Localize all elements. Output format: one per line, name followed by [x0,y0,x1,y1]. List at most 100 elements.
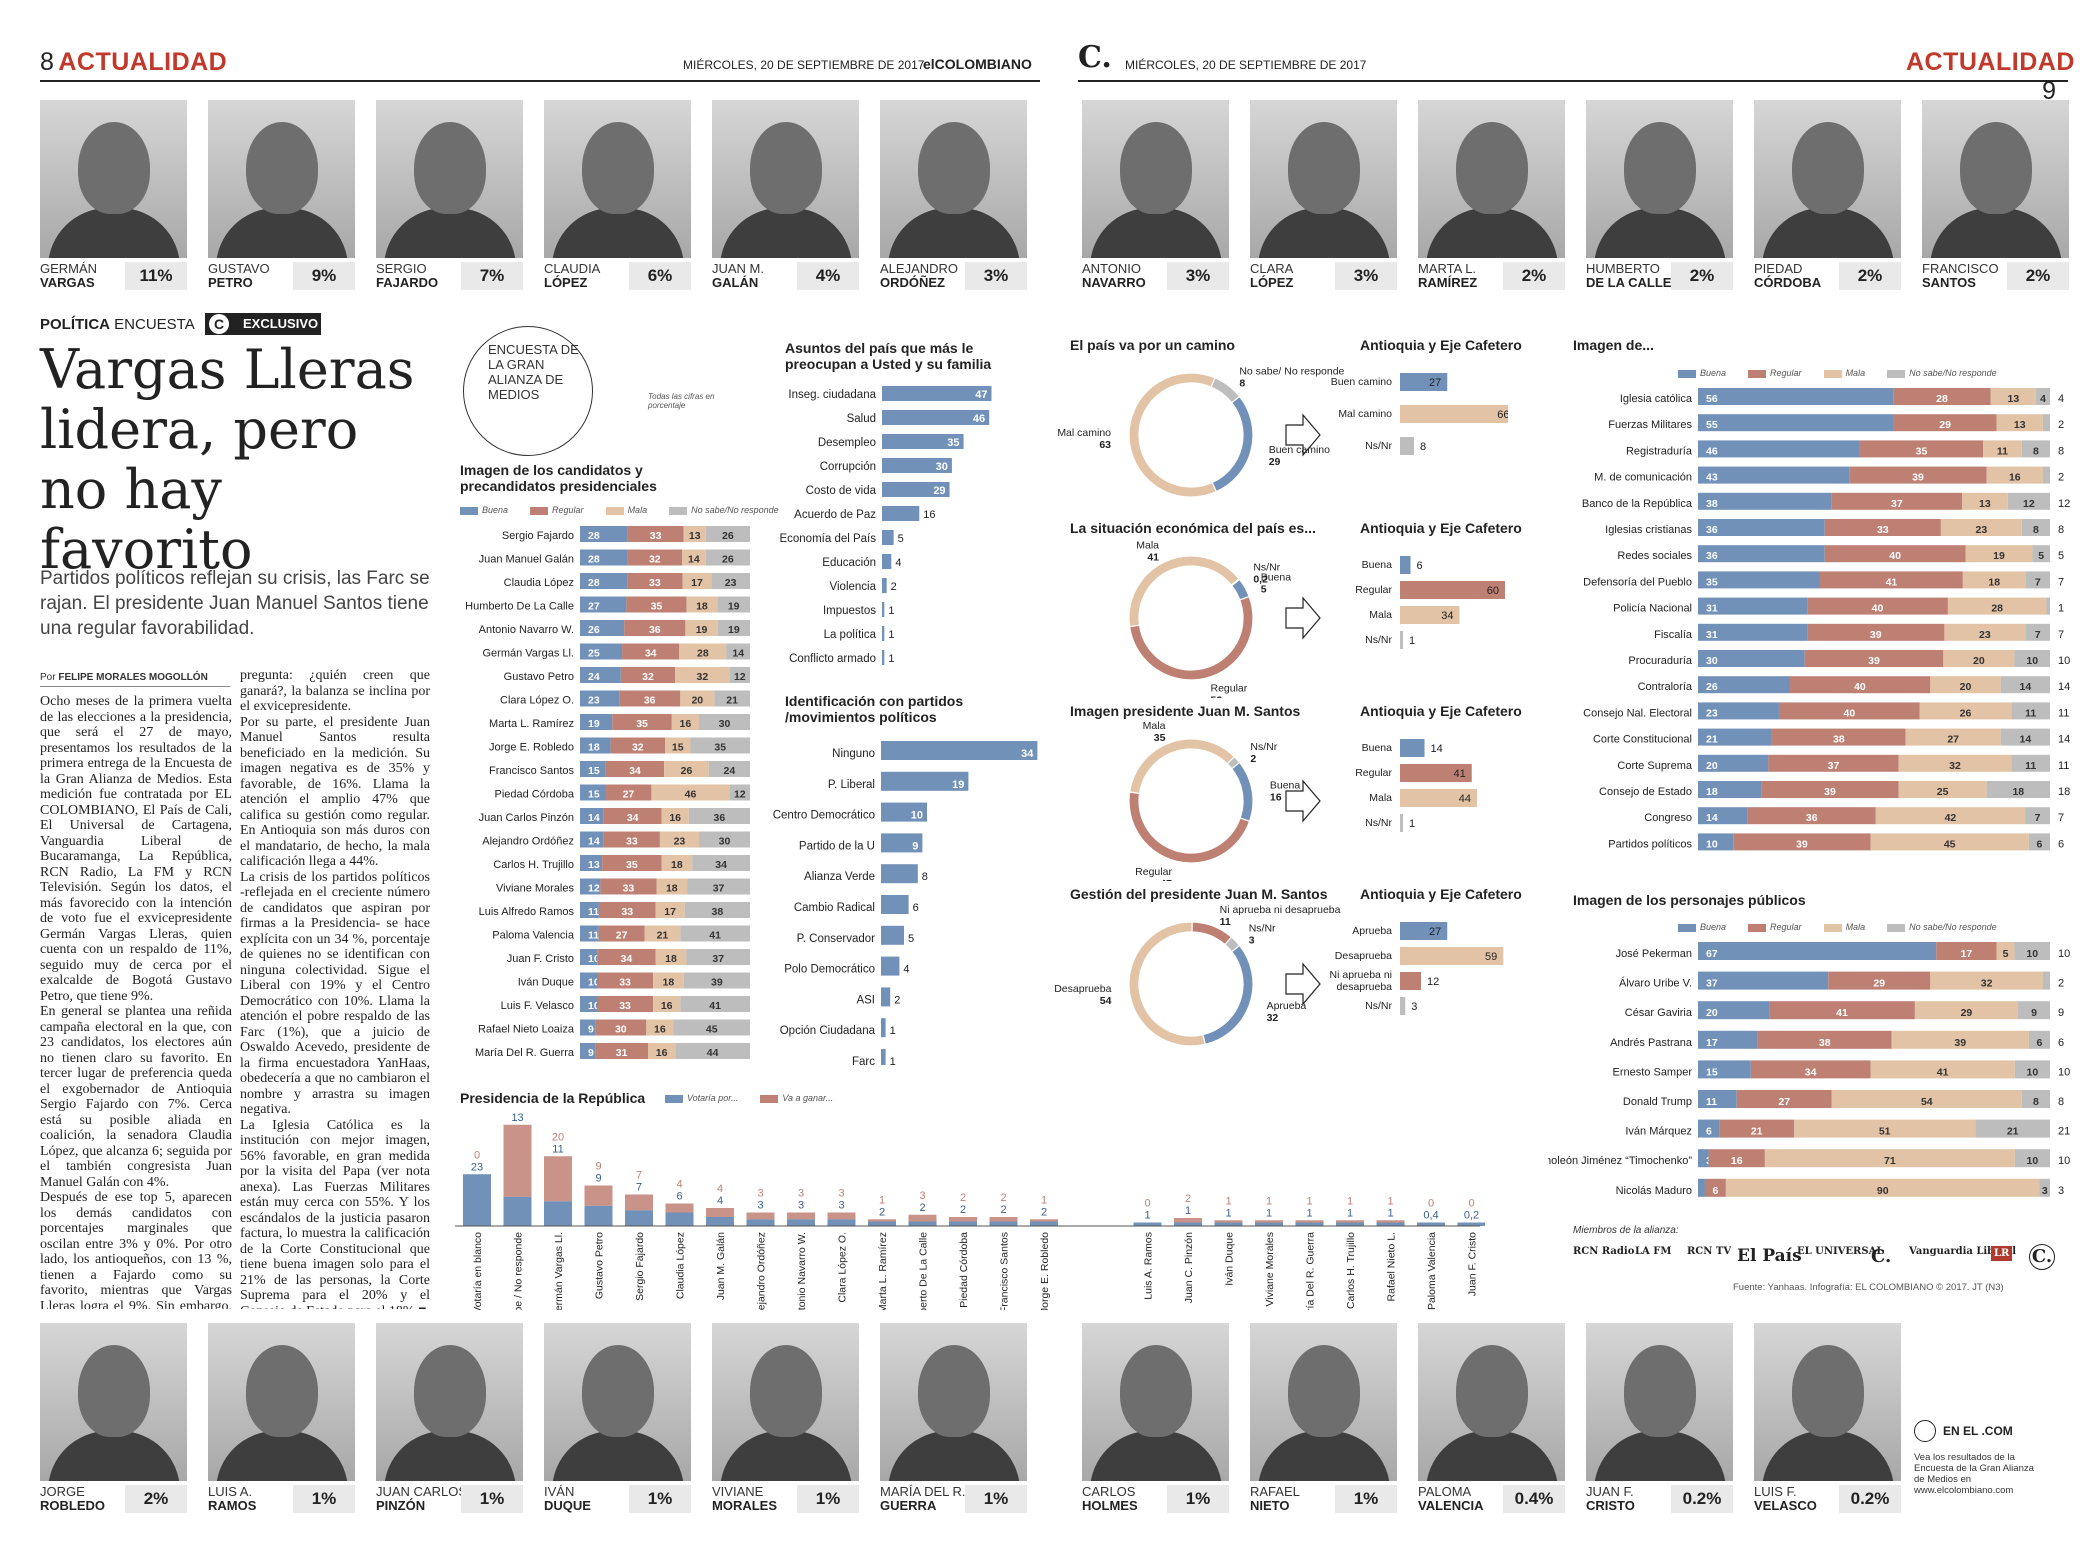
bar-value: 40 [1854,681,1866,693]
sub-value: 6 [1417,560,1423,572]
bar-value: 33 [619,1000,631,1012]
header-rule [40,80,1040,82]
bar-value: 5 [898,533,904,545]
candidate-percent: 1% [461,1485,523,1513]
legend-label: Regular [1770,368,1802,378]
bar-segment [580,784,606,801]
donut-value: 16 [1270,791,1282,803]
bar-segment [622,643,680,660]
bar-value: 39 [1824,786,1836,798]
donut-label: Regular [1135,866,1172,878]
promo-title[interactable]: EN EL .COM [1943,1424,2013,1438]
bar-segment [1870,833,2029,851]
bar-value: 25 [588,648,600,660]
bar-segment [1698,833,1734,851]
arrow-icon [1285,962,1321,1006]
photo-head-shape [750,122,822,214]
nsnr-value: 5 [2058,550,2064,562]
photo-body-shape [1090,208,1222,258]
column-label: María Del R. Guerra [1305,1232,1317,1310]
value-votaria: 9 [595,1173,601,1185]
bar-segment [1764,1149,2015,1168]
bar-segment [711,573,750,589]
row-label: Viviane Morales [496,883,575,895]
bar-value: 28 [588,554,600,566]
row-label: Consejo Nal. Electoral [1583,707,1692,719]
bar-value: 51 [1879,1126,1891,1138]
bar-value: 8 [922,871,928,883]
photo-head-shape [78,122,150,214]
row-label: Timoleón Jiménez “Timochenko” [1548,1155,1692,1167]
bar-value: 40 [1889,550,1901,562]
row-label: Donald Trump [1623,1096,1692,1108]
bar-value: 13 [588,859,600,871]
donut-label: Mala [1136,539,1159,551]
photo-body-shape [216,1431,348,1481]
value-va-a-ganar: 3 [757,1188,763,1200]
bar [882,650,885,665]
candidate-percent: 6% [629,262,691,290]
donut-label: No sabe/ No responde [1239,365,1344,377]
bar-value: 15 [588,789,600,801]
bar-segment [580,1019,596,1036]
row-label: M. de comunicación [1594,472,1692,484]
right-page-header: ACTUALIDAD 9 [1906,48,2074,105]
candidate-first-name: VIVIANE [712,1484,764,1499]
bar-segment [1898,754,2012,772]
promo-text[interactable]: Vea los resultados de la Encuesta de la … [1914,1452,2034,1496]
sub-label: Mal camino [1338,408,1392,420]
bar-value: 1 [888,653,894,665]
candidate-photo [376,1323,523,1481]
bar-value: 14 [588,836,600,848]
candidate-card: MARÍA DEL R. GUERRA 1% [880,1323,1042,1513]
bar-segment [656,878,688,895]
value-va-a-ganar: 1 [1306,1195,1312,1207]
photo-head-shape [78,1345,150,1437]
row-label: Paloma Valencia [492,930,575,942]
candidate-last-name: PETRO [208,275,253,290]
photo-head-shape [1792,1345,1864,1437]
bar-segment [2025,807,2050,825]
bar-value: 33 [649,577,661,589]
bar-segment [580,573,628,589]
donut-segment [1128,372,1218,498]
bar-value: 41 [1937,1066,1949,1078]
subheadline: Partidos políticos reflejan su crisis, l… [40,568,430,639]
photo-head-shape [1456,1345,1528,1437]
bar-value: 28 [588,530,600,542]
column-votaria [868,1221,896,1226]
bar-value: 29 [1939,419,1951,431]
column-label: Antonio Navarro W. [796,1232,808,1310]
candidate-photo [1754,100,1901,258]
row-label: Banco de la República [1582,498,1693,510]
sub-bar [1400,997,1406,1015]
bar-segment [683,526,706,542]
row-label: Iván Duque [518,977,574,989]
candidate-first-name: ANTONIO [1082,261,1141,276]
donut-segment [1230,761,1254,823]
donut-chart: Buena5Regular53Mala41Ns/Nr0,2Buena6Regul… [1128,539,1505,698]
bar-segment [680,925,750,942]
photo-body-shape [1762,1431,1894,1481]
donut-value: 41 [1147,551,1159,563]
candidate-last-name: MORALES [712,1498,777,1513]
sub-label: Regular [1355,584,1392,596]
bar-value: 16 [1731,1155,1743,1167]
bar-value: 5 [2003,948,2009,960]
candidate-last-name: CÓRDOBA [1754,275,1822,290]
bar-value: 40 [1844,707,1856,719]
value-votaria: 1 [1225,1207,1231,1219]
bar-segment [1698,1119,1720,1138]
kicker-politica: POLÍTICA [40,316,110,333]
bar-value: 45 [1944,838,1956,850]
bar-segment [1804,650,1944,667]
bar-segment [661,808,689,824]
bar-segment [661,855,693,871]
bar [881,895,909,914]
bar [882,410,990,425]
photo-body-shape [888,208,1020,258]
bar-segment [1828,971,1931,990]
bar-segment [729,784,750,801]
bar-value: 10 [588,1000,600,1012]
